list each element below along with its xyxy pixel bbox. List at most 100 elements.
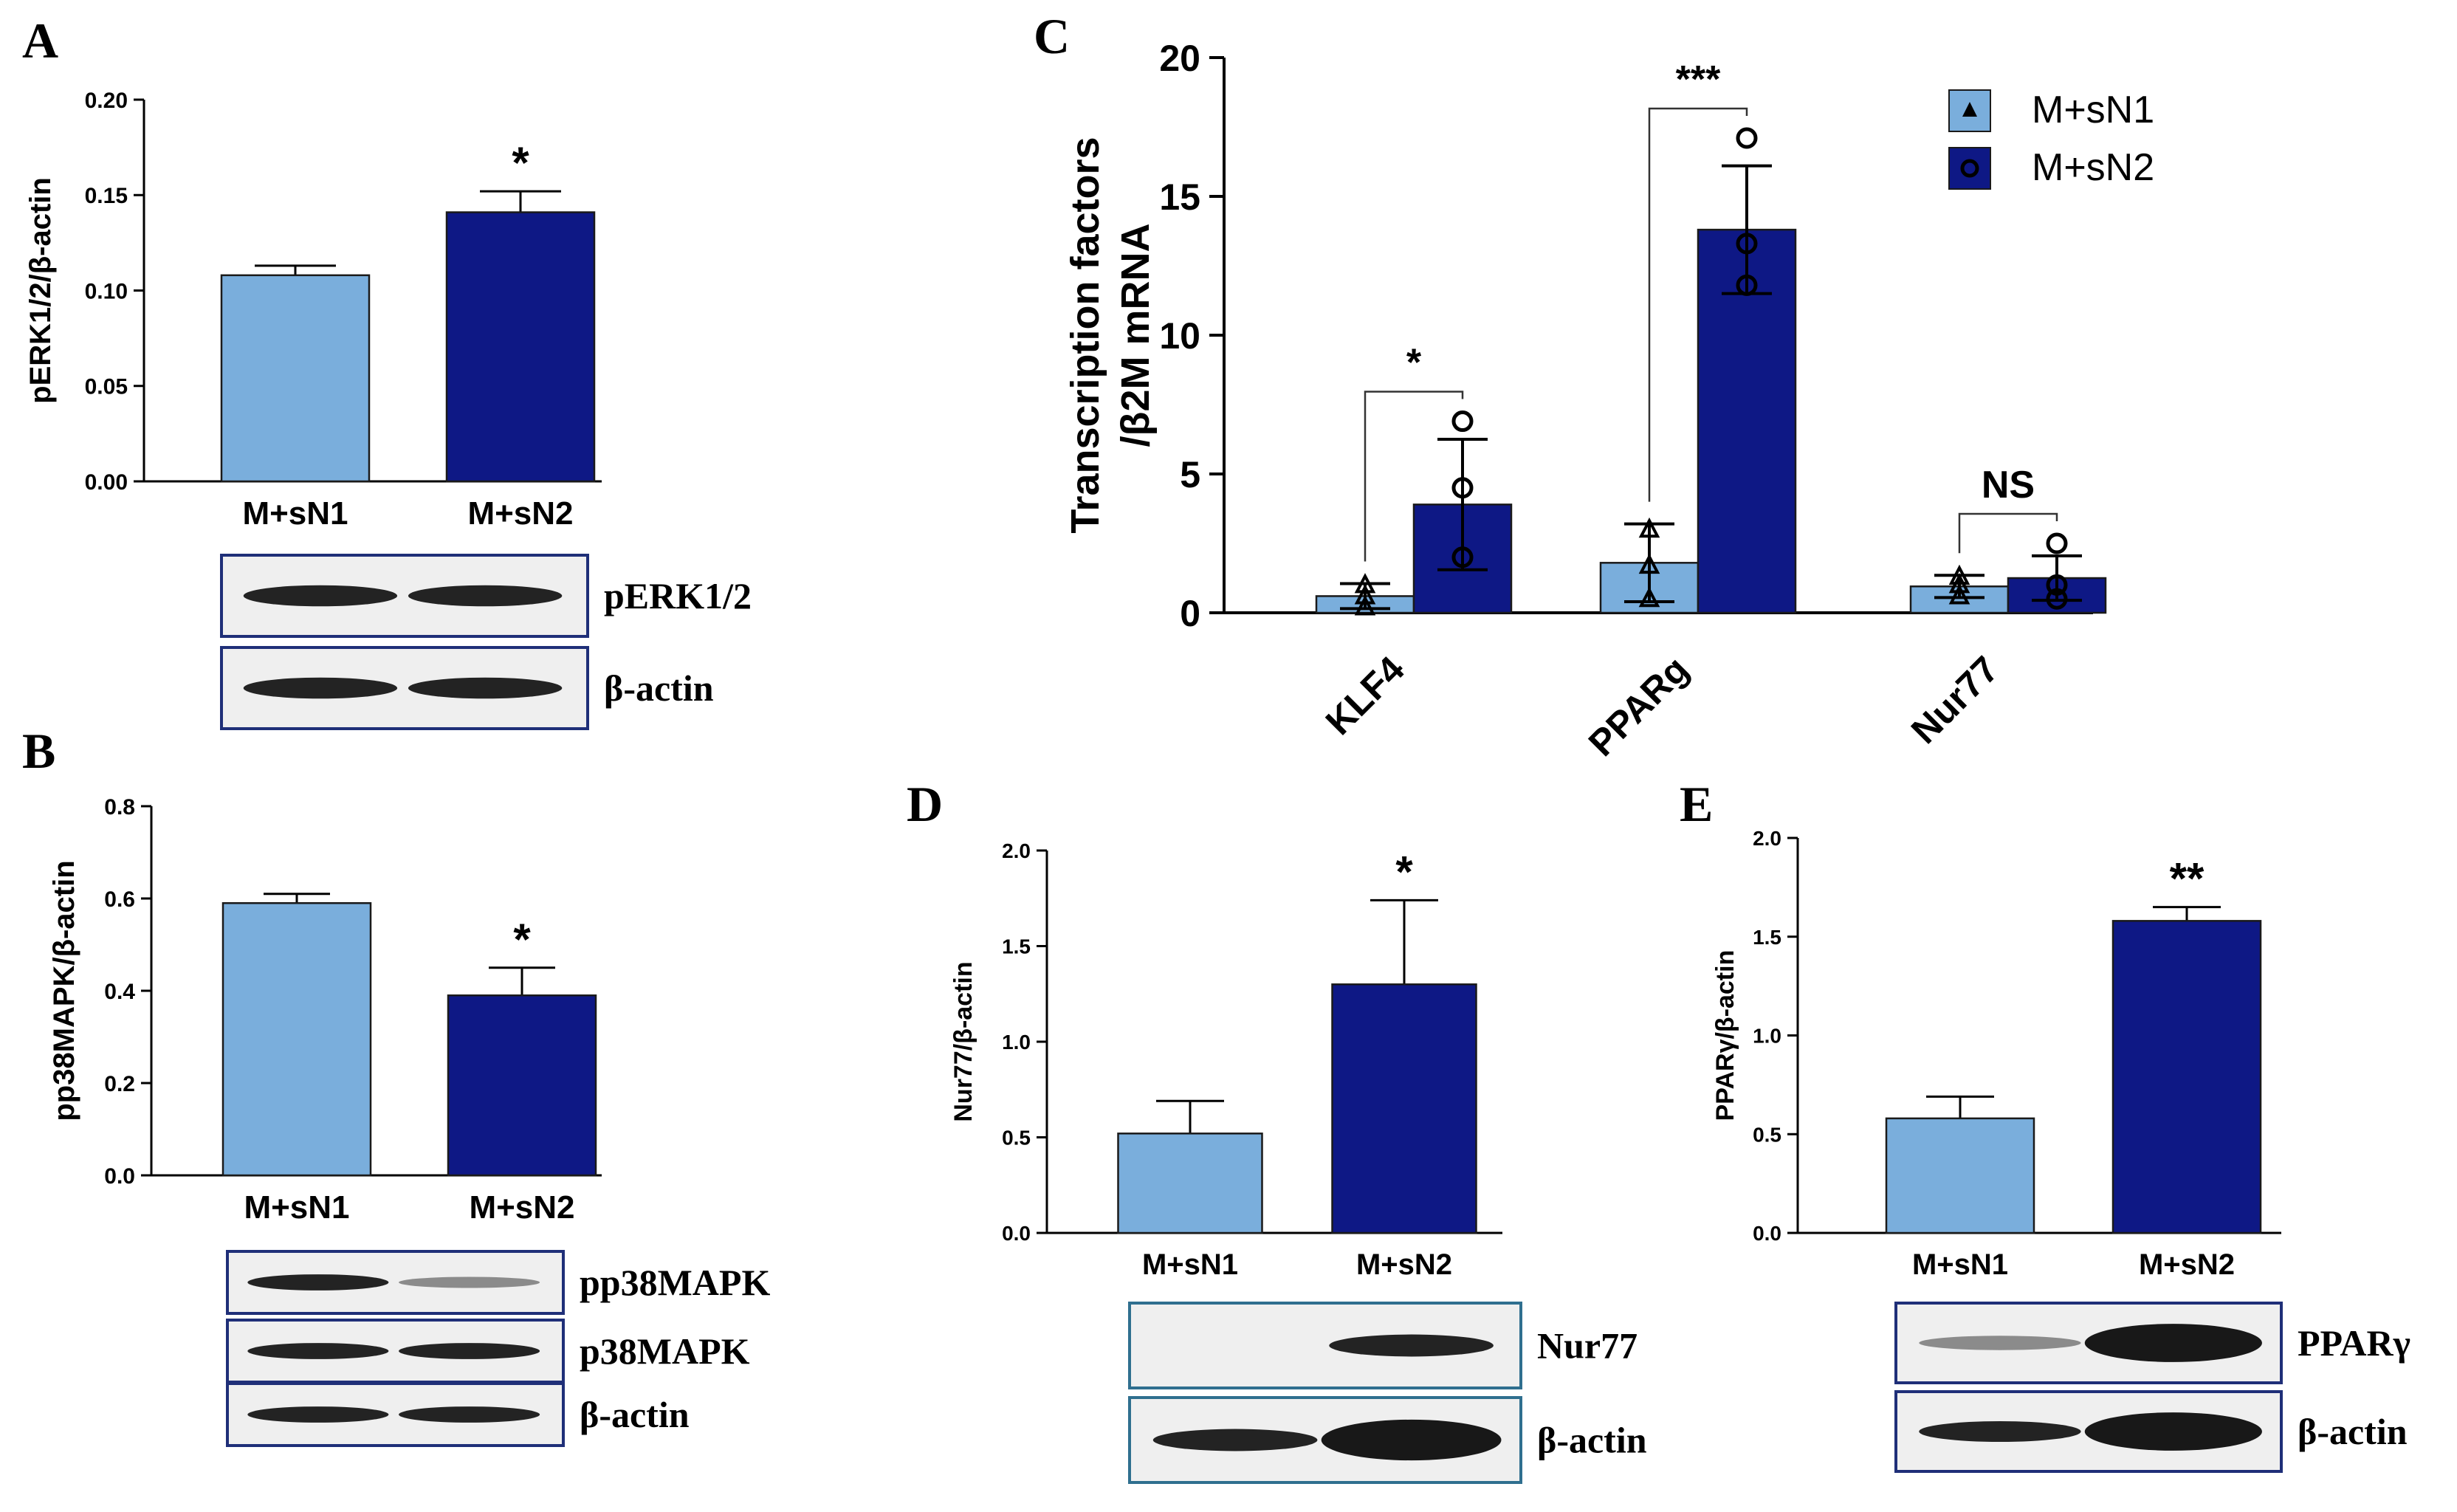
data-point <box>1354 584 1376 605</box>
significance-mark: NS <box>1982 464 2035 506</box>
y-tick-label: 1.5 <box>1002 935 1031 958</box>
data-point <box>1948 564 1970 585</box>
y-tick-label: 2.0 <box>1753 827 1781 850</box>
y-tick-label: 0.0 <box>1002 1222 1031 1245</box>
blot-band <box>399 1343 540 1359</box>
bar-msn2 <box>1331 983 1477 1234</box>
y-axis-label: /β2M mRNA <box>1113 224 1158 447</box>
significance-bracket <box>1648 107 1748 502</box>
bar-msn2 <box>2111 920 2262 1234</box>
blot-band <box>247 1274 389 1291</box>
panel-d: D 0.0 0.5 1.0 1.5 2.0 Nur77/β-actin M+sN1 M+sN2 *… <box>907 776 1647 1484</box>
y-tick-label: 0.2 <box>104 1072 135 1096</box>
y-tick-label: 0.15 <box>85 184 128 208</box>
data-point <box>2046 532 2068 554</box>
category-label: M+sN1 <box>242 495 348 532</box>
blot-label: p38MAPK <box>580 1330 750 1372</box>
panel-b: B 0.0 0.2 0.4 0.6 0.8 pp38MAPK/β-actin M+sN1 M+s… <box>22 723 770 1447</box>
y-axis-label: Nur77/β-actin <box>949 961 977 1121</box>
y-tick-label: 0.5 <box>1002 1127 1031 1150</box>
category-label: M+sN2 <box>1356 1248 1452 1281</box>
panel-letter: D <box>907 776 943 832</box>
data-point <box>1638 586 1660 608</box>
significance-bracket <box>1958 512 2058 554</box>
data-point <box>1736 274 1758 296</box>
data-point <box>1736 127 1758 149</box>
y-axis-label: Transcription factors <box>1063 137 1107 533</box>
y-tick-label: 0.05 <box>85 375 128 399</box>
category-label: M+sN1 <box>1912 1248 2008 1281</box>
y-axis-label: pp38MAPK/β-actin <box>48 860 80 1121</box>
bar-msn1 <box>1885 1117 2035 1234</box>
blot-band <box>247 1406 389 1423</box>
panel-letter: B <box>22 723 55 779</box>
blot-label: pp38MAPK <box>580 1262 770 1303</box>
blot-label: β-actin <box>2298 1411 2408 1452</box>
data-point <box>1638 517 1660 538</box>
blot-label: β-actin <box>1537 1420 1647 1461</box>
data-point <box>1451 410 1474 433</box>
significance-bracket <box>1364 391 1464 562</box>
blot-band <box>247 1343 389 1359</box>
y-tick-label: 0.6 <box>104 887 135 912</box>
data-point <box>1451 477 1474 499</box>
category-label: M+sN2 <box>467 495 573 532</box>
blot-label: PPARγ <box>2298 1322 2410 1364</box>
y-tick-label: 5 <box>1180 454 1200 495</box>
legend-marker <box>1962 102 1977 117</box>
legend-marker <box>1960 159 1979 178</box>
panel-c: C 0 5 10 15 20 Transcription factors/β2M mRNA K… <box>1034 8 2154 764</box>
y-tick-label: 0.4 <box>104 980 135 1004</box>
panel-letter: E <box>1680 776 1713 832</box>
data-point <box>1948 584 1970 605</box>
data-point <box>2046 588 2068 610</box>
blot-label: β-actin <box>580 1394 690 1435</box>
legend-label: M+sN2 <box>2032 146 2154 189</box>
category-label: M+sN2 <box>2139 1248 2235 1281</box>
panel-e: E 0.0 0.5 1.0 1.5 2.0 PPARγ/β-actin M+sN1 M+sN2 *… <box>1680 776 2410 1473</box>
blot-band <box>1152 1429 1318 1451</box>
bar-msn2 <box>445 211 596 483</box>
blot-band <box>399 1406 540 1423</box>
blot-band <box>2084 1324 2262 1362</box>
data-point <box>1354 573 1376 594</box>
blot-band <box>408 677 563 699</box>
blot-band <box>243 585 398 607</box>
blot-label: pERK1/2 <box>604 575 752 616</box>
y-tick-label: 1.5 <box>1753 926 1781 949</box>
panel-a: A 0.00 0.05 0.10 0.15 0.20 pERK1/2/β-actin M+sN… <box>22 13 752 730</box>
y-tick-label: 2.0 <box>1002 839 1031 862</box>
blot-band <box>1321 1419 1502 1461</box>
blot-band <box>1919 1420 2081 1443</box>
category-label: M+sN2 <box>469 1189 574 1226</box>
y-axis-label: pERK1/2/β-actin <box>24 177 57 404</box>
bar-msn1 <box>220 274 371 483</box>
panel-letter: C <box>1034 8 1070 64</box>
data-point <box>2046 574 2068 596</box>
legend-label: M+sN1 <box>2032 89 2154 131</box>
y-tick-label: 1.0 <box>1753 1025 1781 1048</box>
y-tick-label: 15 <box>1159 176 1200 218</box>
bar-msn1 <box>1117 1133 1263 1234</box>
y-tick-label: 0.5 <box>1753 1123 1781 1146</box>
blot-band <box>2084 1412 2262 1451</box>
significance-mark: * <box>1395 847 1413 896</box>
y-axis-label: PPARγ/β-actin <box>1711 950 1739 1121</box>
y-tick-label: 20 <box>1159 38 1200 79</box>
blot-band <box>408 585 563 607</box>
y-tick-label: 0.0 <box>104 1164 135 1189</box>
category-label: Nur77 <box>1903 648 2007 752</box>
y-tick-label: 1.0 <box>1002 1031 1031 1054</box>
data-point <box>1354 595 1376 616</box>
blot-band <box>1919 1336 2081 1350</box>
significance-mark: * <box>513 915 531 964</box>
data-point <box>1638 553 1660 574</box>
category-label: M+sN1 <box>1142 1248 1238 1281</box>
data-point <box>1736 233 1758 255</box>
blot-label: β-actin <box>604 667 714 709</box>
bar-msn1 <box>221 902 372 1177</box>
bar-msn2 <box>447 994 597 1177</box>
blot-label: Nur77 <box>1537 1325 1638 1367</box>
category-label: KLF4 <box>1318 648 1412 743</box>
